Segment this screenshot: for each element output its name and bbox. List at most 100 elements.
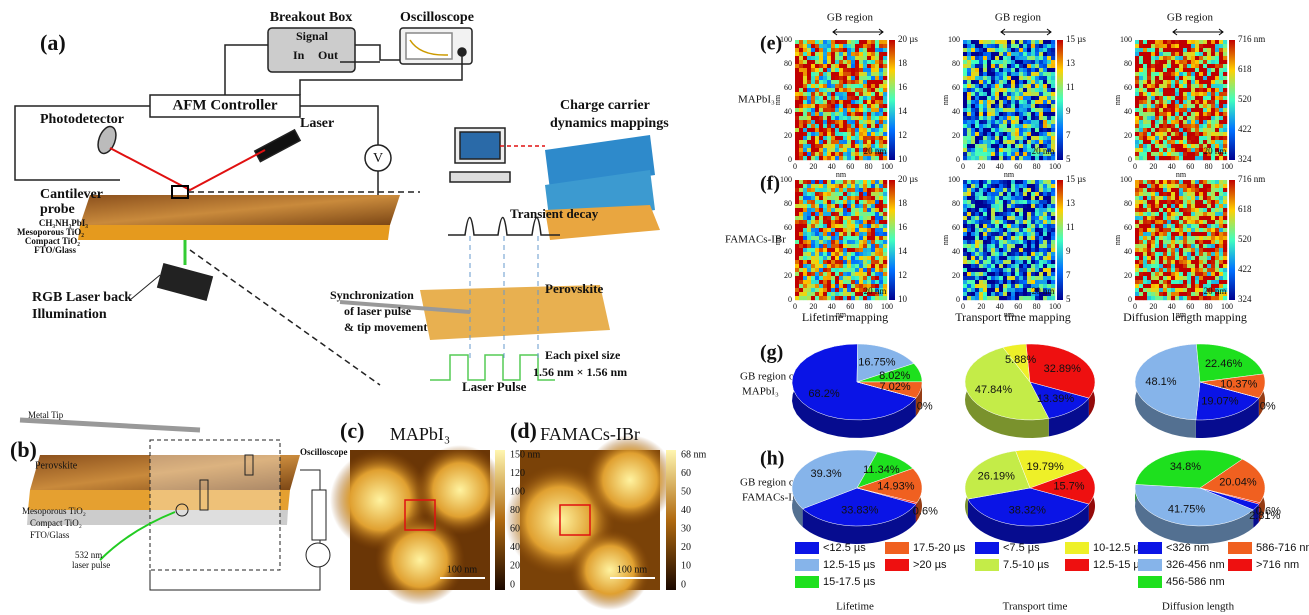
heatmap-cell	[1151, 252, 1156, 257]
heatmap-cell	[983, 136, 988, 141]
heatmap-cell	[1147, 252, 1152, 257]
heatmap-cell	[863, 272, 868, 277]
heatmap-cell	[1191, 216, 1196, 221]
heatmap-cell	[855, 152, 860, 157]
heatmap-cell	[1203, 220, 1208, 225]
heatmap-cell	[1011, 212, 1016, 217]
heatmap-cell	[1191, 184, 1196, 189]
heatmap-cell	[971, 284, 976, 289]
heatmap-cell	[1219, 40, 1224, 45]
heatmap-cell	[867, 248, 872, 253]
heatmap-cell	[983, 128, 988, 133]
heatmap-cell	[855, 236, 860, 241]
heatmap-cell	[879, 140, 884, 145]
heatmap-cell	[1175, 48, 1180, 53]
heatmap-cell	[1143, 196, 1148, 201]
heatmap-cell	[1167, 92, 1172, 97]
heatmap-cell	[855, 56, 860, 61]
heatmap-cell	[963, 88, 968, 93]
heatmap-cell	[835, 96, 840, 101]
label: Illumination	[32, 307, 107, 322]
heatmap-cell	[1167, 128, 1172, 133]
heatmap-cell	[1011, 180, 1016, 185]
label: 150 nm	[510, 449, 541, 460]
heatmap-cell	[1003, 128, 1008, 133]
heatmap-cell	[1159, 292, 1164, 297]
heatmap-cell	[799, 60, 804, 65]
heatmap-cell	[1219, 92, 1224, 97]
label: >716 nm	[1256, 559, 1299, 571]
heatmap-cell	[1219, 96, 1224, 101]
heatmap-cell	[875, 272, 880, 277]
heatmap-cell	[1183, 284, 1188, 289]
heatmap-cell	[963, 208, 968, 213]
heatmap-cell	[975, 104, 980, 109]
heatmap-cell	[983, 56, 988, 61]
heatmap-cell	[827, 244, 832, 249]
heatmap-cell	[819, 108, 824, 113]
heatmap-cell	[1151, 292, 1156, 297]
heatmap-cell	[975, 52, 980, 57]
heatmap-cell	[1183, 96, 1188, 101]
heatmap-cell	[815, 64, 820, 69]
heatmap-cell	[1171, 52, 1176, 57]
heatmap-cell	[1027, 108, 1032, 113]
heatmap-cell	[983, 284, 988, 289]
heatmap-cell	[1027, 276, 1032, 281]
heatmap-cell	[1179, 188, 1184, 193]
heatmap-cell	[991, 96, 996, 101]
heatmap-cell	[1211, 292, 1216, 297]
heatmap-cell	[811, 204, 816, 209]
heatmap-cell	[1167, 256, 1172, 261]
heatmap-cell	[851, 72, 856, 77]
heatmap-cell	[1159, 72, 1164, 77]
heatmap-cell	[839, 284, 844, 289]
heatmap-cell	[799, 136, 804, 141]
heatmap-cell	[1015, 124, 1020, 129]
heatmap-cell	[1219, 144, 1224, 149]
heatmap-cell	[1035, 84, 1040, 89]
heatmap-cell	[975, 212, 980, 217]
heatmap-cell	[859, 208, 864, 213]
heatmap-cell	[987, 48, 992, 53]
heatmap-cell	[1203, 108, 1208, 113]
heatmap-cell	[1207, 44, 1212, 49]
heatmap-cell	[1199, 84, 1204, 89]
heatmap-cell	[1023, 212, 1028, 217]
heatmap-cell	[1163, 156, 1168, 161]
heatmap-cell	[855, 80, 860, 85]
heatmap-cell	[975, 220, 980, 225]
heatmap-cell	[1047, 204, 1052, 209]
heatmap-cell	[859, 200, 864, 205]
heatmap-cell	[843, 68, 848, 73]
heatmap-cell	[883, 76, 888, 81]
heatmap-cell	[1007, 64, 1012, 69]
heatmap-cell	[967, 196, 972, 201]
heatmap-cell	[1051, 148, 1056, 153]
heatmap-cell	[1199, 112, 1204, 117]
heatmap-cell	[1147, 152, 1152, 157]
heatmap-cell	[1175, 276, 1180, 281]
heatmap-cell	[1027, 144, 1032, 149]
heatmap-cell	[1219, 48, 1224, 53]
heatmap-cell	[1203, 188, 1208, 193]
heatmap-cell	[1035, 120, 1040, 125]
heatmap-cell	[1199, 264, 1204, 269]
heatmap-cell	[831, 216, 836, 221]
heatmap-cell	[831, 204, 836, 209]
heatmap-cell	[1007, 112, 1012, 117]
heatmap-cell	[1183, 56, 1188, 61]
heatmap-cell	[1183, 128, 1188, 133]
heatmap-cell	[883, 264, 888, 269]
heatmap-cell	[967, 244, 972, 249]
heatmap-cell	[1003, 132, 1008, 137]
heatmap-cell	[1203, 152, 1208, 157]
heatmap-cell	[1207, 256, 1212, 261]
label: 20	[952, 131, 960, 140]
heatmap-cell	[1043, 136, 1048, 141]
heatmap-cell	[1031, 276, 1036, 281]
heatmap-cell	[807, 204, 812, 209]
heatmap-cell	[1163, 296, 1168, 301]
heatmap-cell	[811, 248, 816, 253]
heatmap-cell	[975, 76, 980, 81]
